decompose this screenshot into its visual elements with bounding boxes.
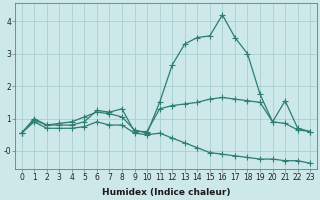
X-axis label: Humidex (Indice chaleur): Humidex (Indice chaleur) [102,188,230,197]
